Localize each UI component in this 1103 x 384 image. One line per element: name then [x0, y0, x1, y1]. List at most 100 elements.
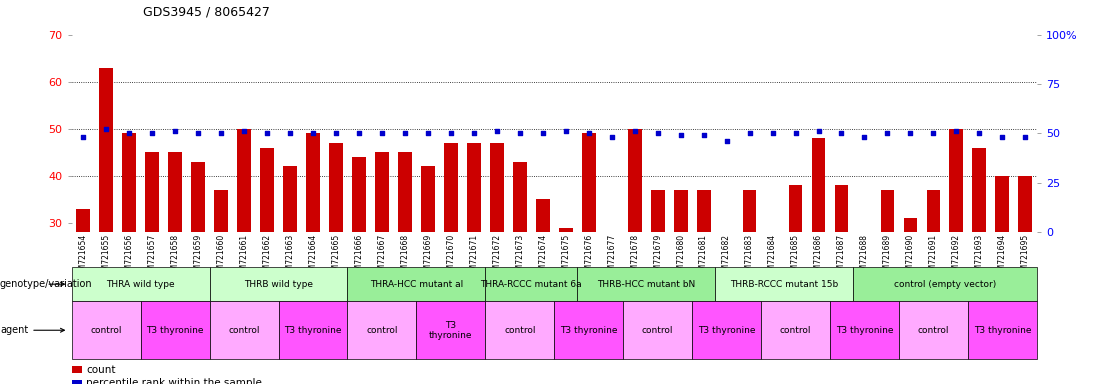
Text: THRB wild type: THRB wild type	[244, 280, 313, 289]
Bar	[375, 152, 388, 232]
Bar	[853, 267, 1037, 301]
Bar	[674, 190, 687, 232]
Bar	[697, 190, 710, 232]
Text: THRB-HCC mutant bN: THRB-HCC mutant bN	[597, 280, 695, 289]
Bar	[536, 199, 549, 232]
Point	[97, 126, 115, 132]
Bar	[880, 190, 895, 232]
Bar	[490, 143, 504, 232]
Point	[328, 131, 345, 137]
Bar	[829, 301, 899, 359]
Point	[649, 131, 666, 137]
Bar	[761, 301, 829, 359]
Bar	[214, 190, 228, 232]
Bar	[306, 134, 320, 232]
Bar	[347, 267, 485, 301]
Point	[419, 131, 437, 137]
Bar	[398, 152, 411, 232]
Text: control: control	[918, 326, 950, 335]
Point	[625, 128, 643, 134]
Point	[672, 132, 689, 139]
Point	[924, 131, 942, 137]
Text: T3 thyronine: T3 thyronine	[698, 326, 756, 335]
Text: control: control	[228, 326, 260, 335]
Text: genotype/variation: genotype/variation	[0, 279, 93, 289]
Point	[557, 128, 575, 134]
Bar	[72, 380, 82, 384]
Bar	[237, 129, 250, 232]
Point	[879, 131, 897, 137]
Bar	[72, 301, 141, 359]
Point	[212, 131, 229, 137]
Point	[74, 134, 92, 141]
Bar	[210, 301, 278, 359]
Bar	[485, 301, 554, 359]
Bar	[72, 267, 210, 301]
Bar	[604, 232, 619, 312]
Point	[350, 131, 367, 137]
Text: control: control	[90, 326, 122, 335]
Text: control: control	[780, 326, 812, 335]
Text: T3
thyronine: T3 thyronine	[429, 321, 472, 340]
Bar	[260, 147, 274, 232]
Bar	[927, 190, 940, 232]
Point	[281, 131, 299, 137]
Point	[856, 134, 874, 141]
Point	[718, 138, 736, 144]
Bar	[352, 157, 366, 232]
Point	[511, 131, 528, 137]
Text: GDS3945 / 8065427: GDS3945 / 8065427	[143, 6, 270, 19]
Point	[373, 131, 390, 137]
Bar	[715, 267, 853, 301]
Bar	[903, 218, 918, 232]
Point	[763, 131, 781, 137]
Bar	[950, 129, 963, 232]
Point	[258, 131, 276, 137]
Point	[488, 128, 505, 134]
Text: control: control	[366, 326, 398, 335]
Point	[994, 134, 1011, 141]
Bar	[513, 162, 527, 232]
Bar	[417, 301, 485, 359]
Bar	[76, 209, 90, 232]
Bar	[122, 134, 136, 232]
Bar	[210, 267, 347, 301]
Point	[534, 131, 552, 137]
Bar	[1018, 176, 1032, 232]
Text: THRA wild type: THRA wild type	[106, 280, 175, 289]
Bar	[582, 134, 596, 232]
Bar	[443, 143, 458, 232]
Text: THRB-RCCC mutant 15b: THRB-RCCC mutant 15b	[730, 280, 838, 289]
Bar	[742, 190, 757, 232]
Bar	[693, 301, 761, 359]
Bar	[789, 185, 802, 232]
Text: agent: agent	[0, 325, 64, 335]
Bar	[329, 143, 343, 232]
Bar	[559, 228, 572, 232]
Point	[580, 131, 598, 137]
Bar	[995, 176, 1009, 232]
Point	[695, 132, 713, 139]
Bar	[554, 301, 623, 359]
Bar	[278, 301, 347, 359]
Bar	[99, 68, 113, 232]
Bar	[835, 185, 848, 232]
Bar	[72, 366, 82, 373]
Bar	[577, 267, 715, 301]
Text: T3 thyronine: T3 thyronine	[836, 326, 893, 335]
Bar	[719, 232, 733, 261]
Point	[741, 131, 759, 137]
Point	[190, 131, 207, 137]
Text: control (empty vector): control (empty vector)	[893, 280, 996, 289]
Point	[947, 128, 965, 134]
Bar	[347, 301, 417, 359]
Bar	[628, 129, 642, 232]
Point	[603, 134, 621, 141]
Bar	[812, 138, 825, 232]
Point	[810, 128, 827, 134]
Bar	[191, 162, 205, 232]
Bar	[858, 232, 871, 331]
Bar	[968, 301, 1037, 359]
Text: T3 thyronine: T3 thyronine	[285, 326, 342, 335]
Bar	[651, 190, 664, 232]
